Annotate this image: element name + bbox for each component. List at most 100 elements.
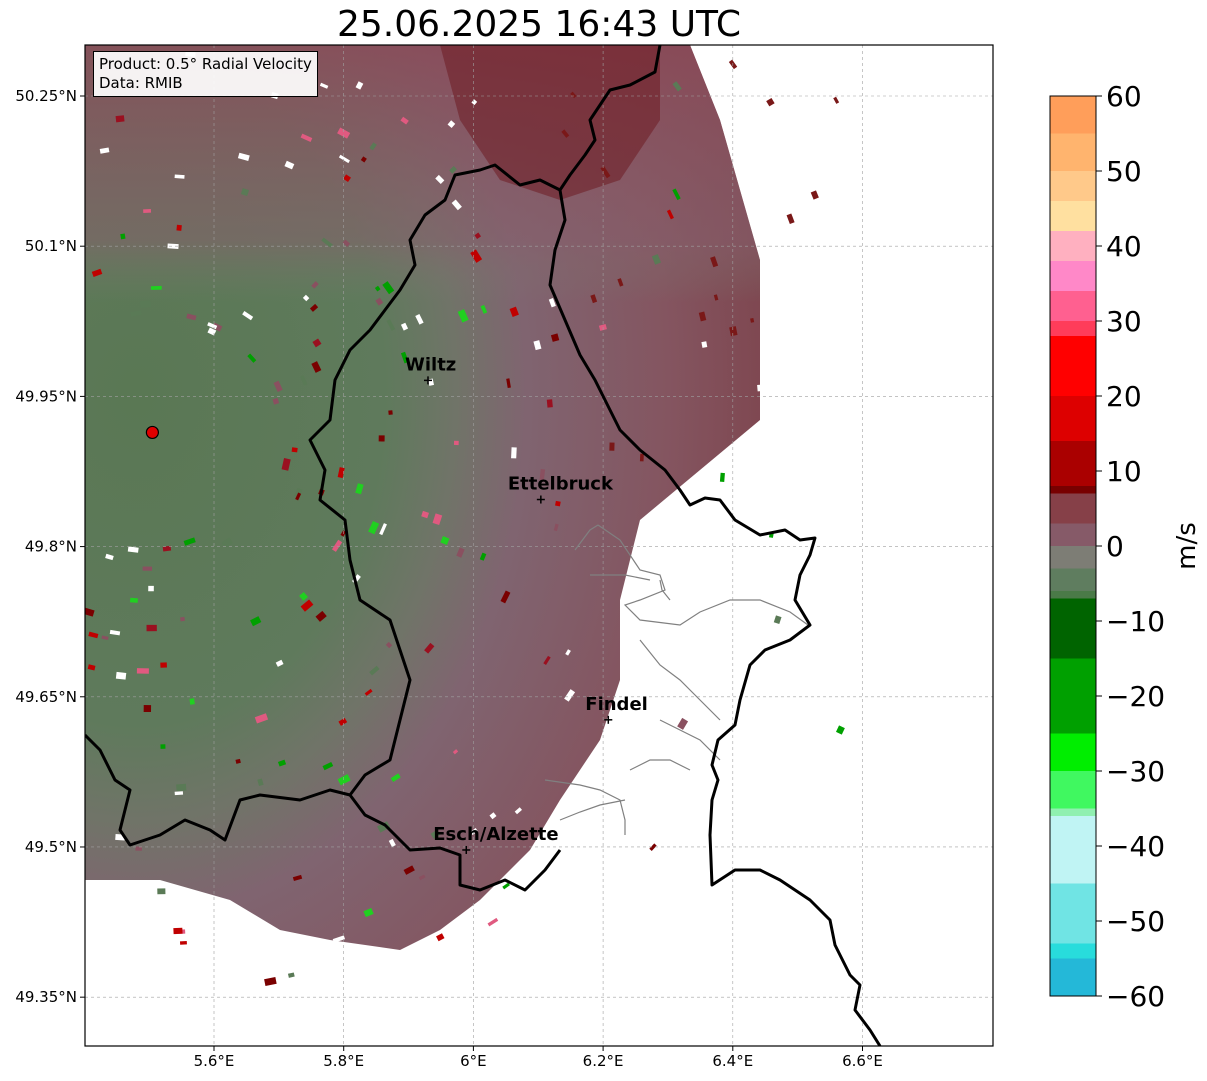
colorbar-band xyxy=(1050,493,1096,524)
colorbar-band xyxy=(1050,201,1096,231)
colorbar-band xyxy=(1050,291,1096,321)
radar-gate xyxy=(277,759,287,767)
radar-gate xyxy=(338,717,348,726)
radar-gate xyxy=(167,243,179,249)
colorbar-band xyxy=(1050,658,1096,734)
radar-gate xyxy=(400,116,409,125)
colorbar-band xyxy=(1050,883,1096,944)
strong-receding-core xyxy=(440,45,660,200)
radar-gate xyxy=(509,306,519,317)
radar-gate xyxy=(771,820,777,826)
radar-gate xyxy=(127,546,139,553)
receding-velocity-overlay xyxy=(85,45,760,560)
national-border-west xyxy=(308,163,562,892)
radar-gate xyxy=(835,725,845,735)
radar-gate xyxy=(375,297,384,306)
radar-gate xyxy=(115,115,125,123)
radar-gate xyxy=(388,838,396,847)
radar-gate xyxy=(449,166,457,174)
radar-gate xyxy=(651,254,661,265)
radar-gate xyxy=(160,662,167,668)
radar-gate xyxy=(833,96,840,104)
radar-gate xyxy=(710,256,719,268)
radar-gate xyxy=(424,642,435,654)
colorbar-band xyxy=(1050,133,1096,171)
radar-gate xyxy=(300,133,313,143)
radar-gate xyxy=(377,821,391,833)
radar-gate xyxy=(143,208,152,214)
radar-gate xyxy=(539,469,546,481)
city-markers: Wiltz Ettelbruck Findel Esch/Alzette xyxy=(405,354,648,854)
radar-gate xyxy=(162,545,172,552)
colorbar-band xyxy=(1050,321,1096,336)
colorbar-band xyxy=(1050,771,1096,809)
radar-gate xyxy=(639,453,644,462)
radar-site-marker xyxy=(145,425,159,440)
latitude-axis: 49.35°N 49.5°N 49.65°N 49.8°N 49.95°N 50.1°N 5… xyxy=(15,87,85,1006)
radar-gate xyxy=(143,705,152,713)
radar-gate xyxy=(242,311,254,321)
radar-gate xyxy=(379,523,387,536)
radar-gate xyxy=(174,791,184,796)
radar-gate xyxy=(757,384,764,392)
radar-gate xyxy=(250,616,262,627)
radar-gate xyxy=(315,610,327,622)
radar-gate xyxy=(176,783,187,792)
radar-gate xyxy=(570,91,577,99)
radar-gate xyxy=(810,190,819,200)
radar-gate xyxy=(309,303,319,312)
radar-gate xyxy=(257,778,264,787)
longitude-axis: 5.6°E 5.8°E 6°E 6.2°E 6.4°E 6.6°E xyxy=(194,1046,883,1070)
radar-gate xyxy=(590,294,598,304)
radar-gate xyxy=(130,310,142,317)
radar-gate-speckle xyxy=(85,51,845,986)
radar-gate xyxy=(701,341,708,348)
colorbar-band xyxy=(1050,598,1096,659)
radar-gate xyxy=(805,566,812,578)
lat-tick-label: 49.35°N xyxy=(15,988,77,1006)
radar-gate xyxy=(617,278,624,287)
radar-gate xyxy=(355,483,364,495)
radar-gate xyxy=(150,285,162,290)
city-findel: Findel xyxy=(585,694,648,724)
radar-gate xyxy=(148,585,154,592)
radar-gate xyxy=(312,338,322,348)
colorbar-ticks: 60 50 40 30 20 10 0 −10 −20 −30 −40 −50 −60 xyxy=(1096,80,1165,1013)
lat-tick-label: 49.5°N xyxy=(25,838,77,856)
radar-gate xyxy=(720,709,732,722)
radar-gate xyxy=(681,529,688,537)
radar-gate xyxy=(91,268,103,277)
colorbar-band xyxy=(1050,231,1096,261)
colorbar-tick-label: 10 xyxy=(1106,455,1142,488)
city-label: Wiltz xyxy=(405,354,456,375)
radar-gate xyxy=(609,442,615,451)
colorbar-band xyxy=(1050,396,1096,441)
radar-gate xyxy=(436,933,445,942)
radar-gate xyxy=(254,713,269,724)
colorbar-tick-label: 30 xyxy=(1106,305,1142,338)
radar-gate xyxy=(105,553,114,561)
colorbar-band xyxy=(1050,808,1096,816)
colorbar-band xyxy=(1050,336,1096,396)
colorbar-band xyxy=(1050,958,1096,996)
radar-gate xyxy=(440,536,450,545)
lat-tick-label: 49.95°N xyxy=(15,387,77,405)
radar-gate xyxy=(677,717,689,730)
colorbar-tick-label: 20 xyxy=(1106,380,1142,413)
radar-gate xyxy=(480,304,488,314)
colorbar-band xyxy=(1050,171,1096,201)
radar-gate xyxy=(487,917,499,927)
radar-gate xyxy=(331,539,343,552)
radar-gate xyxy=(750,317,755,323)
colorbar-frame xyxy=(1049,95,1097,997)
radar-gate xyxy=(550,333,560,342)
radar-gate xyxy=(139,300,151,308)
national-borders xyxy=(548,45,882,1046)
radar-gate xyxy=(474,232,482,240)
radar-gate xyxy=(136,668,149,674)
colorbar-band xyxy=(1050,261,1096,291)
colorbar-band xyxy=(1050,523,1096,546)
radar-gate xyxy=(400,322,409,331)
radar-gate xyxy=(687,626,696,637)
radar-gate xyxy=(369,665,380,676)
